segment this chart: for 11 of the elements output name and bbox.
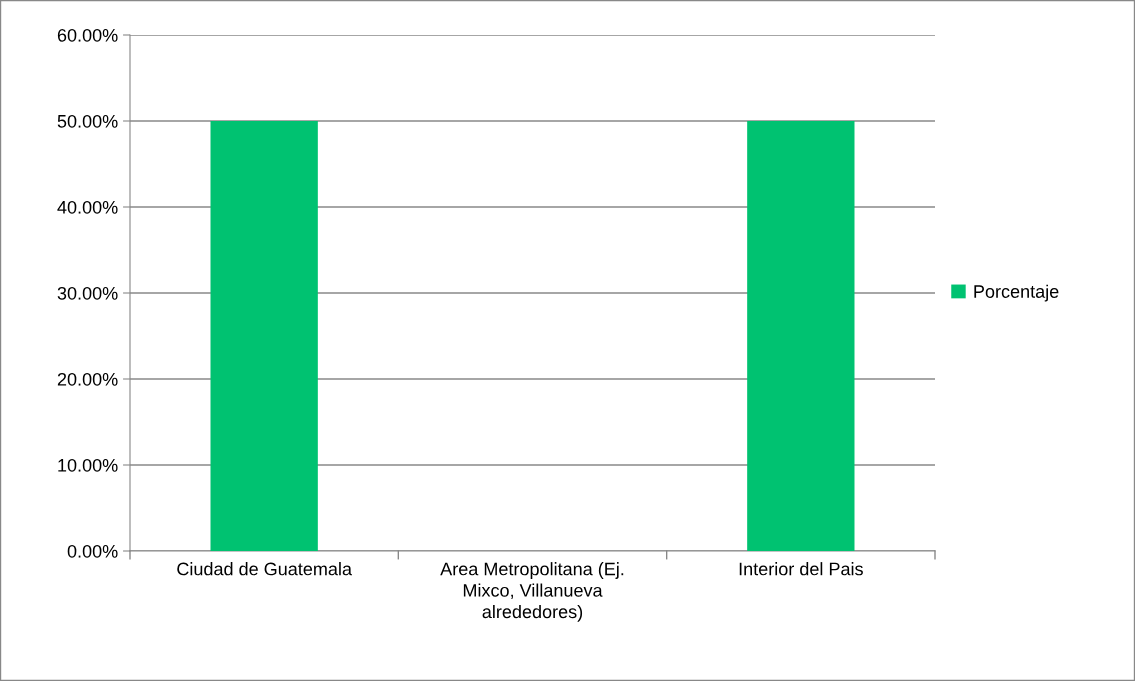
y-tick-label: 60.00%: [57, 28, 118, 42]
y-tick-label: 30.00%: [57, 286, 118, 300]
y-tick-label: 50.00%: [57, 114, 118, 128]
y-tick-label: 10.00%: [58, 458, 118, 472]
legend-label: Porcentaje: [974, 284, 1059, 302]
y-tick-label: 40.00%: [57, 200, 118, 214]
y-tick-label: 20.00%: [57, 372, 118, 386]
y-tick-label: 0.00%: [67, 544, 118, 558]
x-tick-label: Interior del Pais: [739, 562, 863, 576]
x-tick-label: Ciudad de Guatemala: [177, 562, 352, 576]
x-tick-label: Area Metropolitana (Ej. Mixco, Villanueva alrededores): [440, 562, 624, 622]
